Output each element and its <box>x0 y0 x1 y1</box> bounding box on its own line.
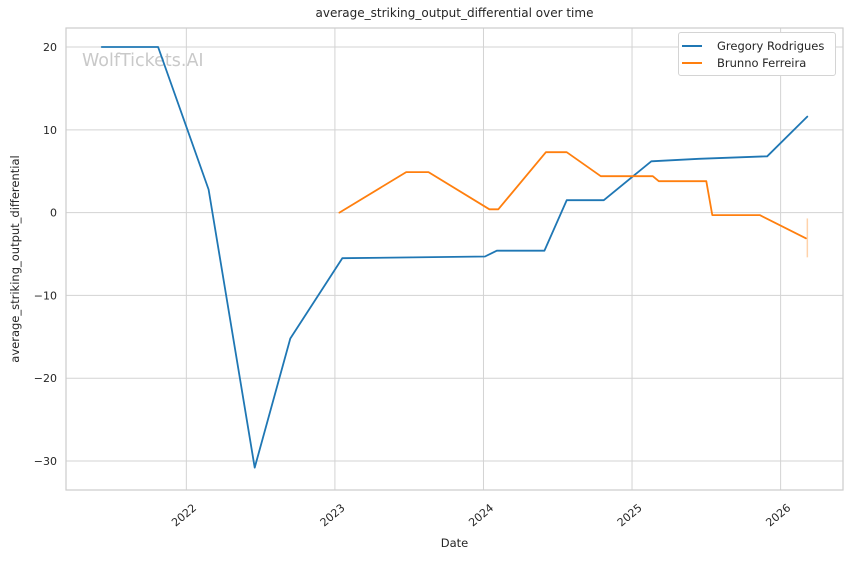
x-tick-label: 2023 <box>318 501 348 529</box>
series-line-gregory-rodrigues <box>100 46 809 469</box>
legend-line-swatch-blue <box>682 44 702 47</box>
x-tick-label: 2026 <box>763 501 793 529</box>
y-axis-label: average_striking_output_differential <box>8 155 22 363</box>
x-axis-label: Date <box>440 536 469 550</box>
legend-line-swatch-orange <box>682 61 702 64</box>
y-tick-label: 20 <box>43 41 57 54</box>
y-tick-label: −10 <box>34 289 57 302</box>
legend-label-brunno-ferreira: Brunno Ferreira <box>717 55 807 70</box>
y-tick-label: −20 <box>34 372 57 385</box>
legend-label-gregory-rodrigues: Gregory Rodrigues <box>717 38 825 53</box>
y-tick-label: −30 <box>34 455 57 468</box>
legend: Gregory Rodrigues Brunno Ferreira <box>678 32 836 76</box>
legend-item-brunno-ferreira: Brunno Ferreira <box>682 54 829 71</box>
x-tick-label: 2022 <box>169 501 199 529</box>
y-tick-label: 10 <box>43 124 57 137</box>
legend-item-gregory-rodrigues: Gregory Rodrigues <box>682 37 829 54</box>
plot-border <box>65 27 844 491</box>
series-line-brunno-ferreira <box>338 151 807 240</box>
x-tick-label: 2025 <box>615 501 645 529</box>
watermark: WolfTickets.AI <box>82 51 204 71</box>
y-tick-label: 0 <box>50 207 57 220</box>
chart-title: average_striking_output_differential ove… <box>315 6 594 20</box>
x-tick-label: 2024 <box>466 501 496 529</box>
